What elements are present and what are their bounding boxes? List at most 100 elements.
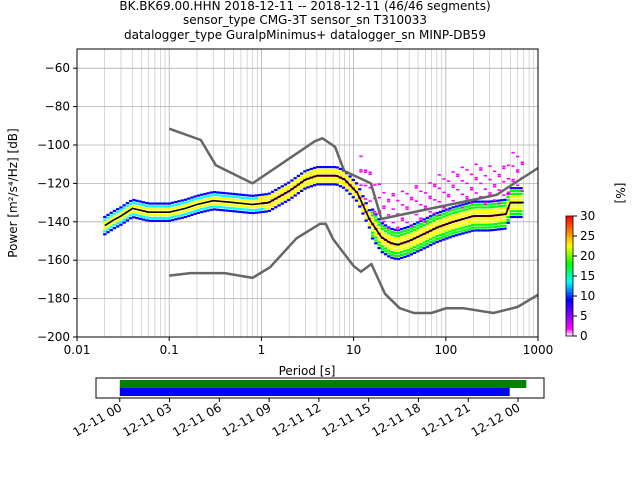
histogram-cell bbox=[338, 182, 343, 185]
histogram-cell bbox=[254, 205, 259, 209]
histogram-cell bbox=[267, 204, 272, 207]
histogram-cell bbox=[280, 188, 284, 191]
histogram-cell bbox=[261, 210, 265, 214]
histogram-cell bbox=[396, 254, 401, 258]
histogram-cell bbox=[370, 217, 375, 220]
histogram-cell bbox=[161, 219, 165, 222]
histogram-cell bbox=[338, 170, 343, 173]
histogram-cell bbox=[258, 205, 262, 208]
histogram-cell bbox=[267, 195, 272, 198]
histogram-cell bbox=[492, 199, 497, 201]
histogram-cell bbox=[396, 199, 400, 202]
histogram-cell bbox=[145, 201, 149, 205]
histogram-cell bbox=[283, 200, 288, 203]
histogram-cell bbox=[506, 201, 510, 204]
histogram-cell bbox=[203, 210, 207, 213]
histogram-cell bbox=[187, 203, 191, 206]
histogram-cell bbox=[387, 229, 391, 232]
histogram-cell bbox=[335, 166, 339, 169]
histogram-cell bbox=[251, 194, 255, 197]
histogram-cell bbox=[380, 239, 384, 242]
histogram-cell bbox=[332, 168, 336, 172]
histogram-cell bbox=[400, 236, 404, 239]
histogram-cell bbox=[419, 219, 423, 221]
histogram-cell bbox=[458, 221, 462, 224]
histogram-cell bbox=[359, 155, 363, 158]
histogram-cell bbox=[429, 238, 433, 241]
histogram-cell bbox=[512, 204, 517, 207]
histogram-cell bbox=[445, 234, 449, 237]
histogram-cell bbox=[435, 220, 439, 223]
plot-frame bbox=[76, 48, 539, 338]
histogram-cell bbox=[128, 199, 133, 203]
histogram-cell bbox=[503, 216, 507, 219]
histogram-cell bbox=[248, 194, 252, 197]
histogram-cell bbox=[416, 221, 420, 224]
histogram-cell bbox=[112, 215, 117, 218]
histogram-cell bbox=[351, 196, 355, 199]
histogram-cell bbox=[445, 211, 449, 214]
histogram-cell bbox=[490, 206, 494, 209]
histogram-cell bbox=[225, 203, 230, 206]
histogram-cell bbox=[216, 191, 220, 194]
histogram-cell bbox=[106, 228, 110, 231]
histogram-cell bbox=[380, 225, 384, 228]
histogram-cell bbox=[174, 203, 178, 206]
histogram-cell bbox=[487, 200, 491, 203]
histogram-cell bbox=[435, 232, 439, 235]
histogram-cell bbox=[138, 200, 142, 203]
histogram-cell bbox=[212, 202, 217, 205]
histogram-cell bbox=[125, 219, 130, 222]
histogram-cell bbox=[445, 220, 449, 223]
histogram-cell bbox=[406, 245, 410, 249]
histogram-cell bbox=[471, 212, 475, 215]
histogram-cell bbox=[492, 185, 497, 188]
histogram-cell bbox=[454, 205, 459, 208]
histogram-cell bbox=[364, 207, 368, 211]
histogram-cell bbox=[267, 209, 272, 212]
timeline-tick-label: 12-11 03 bbox=[120, 400, 174, 439]
histogram-cell bbox=[151, 213, 155, 217]
histogram-cell bbox=[414, 184, 418, 187]
histogram-cell bbox=[422, 244, 426, 247]
histogram-cell bbox=[138, 203, 142, 206]
histogram-cell bbox=[238, 196, 242, 199]
histogram-cell bbox=[216, 202, 220, 206]
histogram-cell bbox=[396, 246, 401, 249]
y-tick-label: −180 bbox=[37, 292, 70, 306]
histogram-cell bbox=[471, 218, 475, 221]
histogram-cell bbox=[511, 178, 515, 181]
histogram-cell bbox=[435, 214, 439, 218]
histogram-cell bbox=[267, 198, 272, 201]
histogram-cell bbox=[488, 165, 492, 167]
histogram-cell bbox=[316, 177, 320, 180]
histogram-cell bbox=[190, 202, 194, 205]
histogram-cell bbox=[358, 199, 362, 202]
histogram-cell bbox=[258, 211, 262, 214]
histogram-cell bbox=[232, 192, 236, 196]
histogram-cell bbox=[238, 193, 242, 196]
timeline-bar bbox=[119, 388, 510, 396]
histogram-cell bbox=[516, 207, 520, 210]
histogram-cell bbox=[433, 185, 437, 188]
histogram-cell bbox=[164, 213, 168, 217]
histogram-cell bbox=[280, 196, 284, 199]
histogram-cell bbox=[306, 168, 310, 172]
histogram-cell bbox=[432, 222, 436, 225]
histogram-cell bbox=[479, 167, 483, 169]
histogram-cell bbox=[409, 233, 414, 236]
histogram-cell bbox=[409, 253, 414, 256]
histogram-cell bbox=[190, 210, 194, 214]
colorbar-tick-label: 5 bbox=[580, 309, 588, 323]
histogram-cell bbox=[325, 180, 330, 183]
histogram-cell bbox=[396, 226, 400, 229]
histogram-cell bbox=[419, 248, 423, 251]
colorbar-gradient bbox=[565, 215, 574, 337]
histogram-cell bbox=[438, 230, 443, 234]
histogram-cell bbox=[461, 203, 465, 206]
histogram-cell bbox=[479, 196, 483, 198]
histogram-cell bbox=[500, 225, 504, 228]
histogram-cell bbox=[464, 211, 468, 214]
histogram-cell bbox=[174, 212, 178, 215]
